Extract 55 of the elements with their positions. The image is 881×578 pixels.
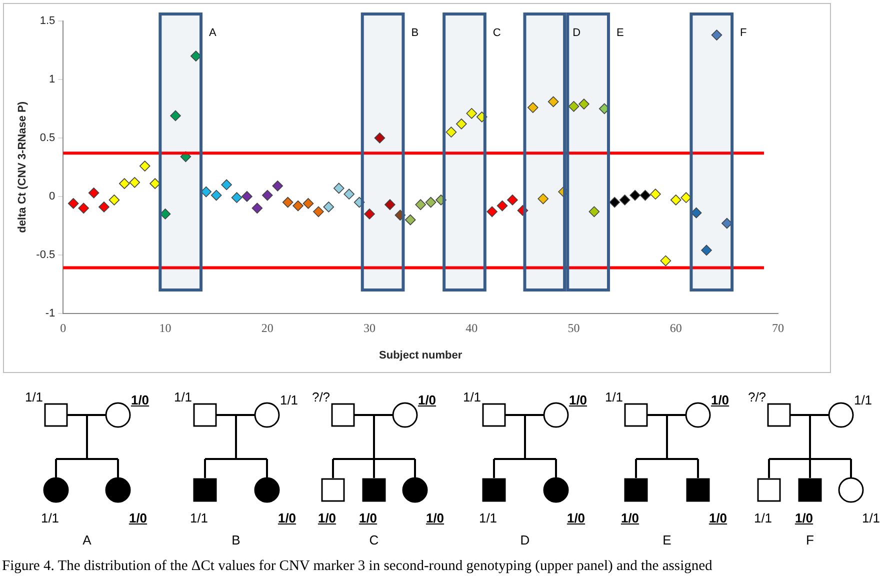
band-label: E — [616, 27, 624, 40]
text: 1/1 — [40, 510, 60, 526]
text: 1/1 — [754, 510, 772, 526]
text: 1/0 — [426, 510, 444, 526]
text: 1/0 — [418, 392, 436, 408]
text: ?/? — [748, 390, 766, 404]
band-label: A — [209, 27, 218, 40]
band-label: B — [411, 27, 419, 40]
caption: Figure 4. The distribution of the ΔCt values for CNV marker 3 in second-round genotyping (upper panel) and the assigned — [2, 558, 712, 575]
x-axis-title: Subject number — [379, 349, 463, 362]
y-tick-label: 1.5 — [40, 15, 56, 28]
y-axis-title: delta Ct (CNV 3-RNase P) — [16, 101, 29, 233]
text: F — [806, 532, 814, 548]
text: 1/0 — [794, 510, 814, 526]
text: 1/0 — [358, 510, 378, 526]
y-tick-label: -1 — [45, 307, 56, 320]
text: 1/1 — [190, 510, 208, 526]
text: 1/0 — [566, 510, 586, 526]
x-tick-label: 50 — [568, 320, 580, 335]
x-tick-label: 10 — [159, 320, 172, 335]
text: 1/0 — [318, 510, 336, 526]
text: 1/1 — [462, 390, 482, 404]
text: 1/0 — [708, 510, 728, 526]
text: 1/1 — [280, 392, 298, 408]
text: 1/1 — [604, 390, 624, 404]
text: 1/1 — [862, 510, 880, 526]
text: 1/0 — [128, 510, 148, 526]
x-tick-label: 40 — [466, 320, 478, 335]
text: 1/1 — [478, 510, 498, 526]
text: 1/1 — [854, 392, 872, 408]
text: 1/0 — [710, 392, 730, 408]
x-tick-label: 30 — [364, 320, 376, 335]
text: D — [520, 532, 530, 548]
text: 1/0 — [130, 392, 150, 408]
band-label: C — [492, 27, 501, 40]
text: 1/0 — [620, 510, 640, 526]
y-tick-label: 0.5 — [40, 132, 56, 144]
text: 1/0 — [278, 510, 296, 526]
text: C — [369, 532, 379, 548]
x-tick-label: 70 — [772, 320, 784, 335]
text: 1/0 — [568, 392, 588, 408]
text: A — [82, 532, 92, 548]
y-tick-label: -0.5 — [36, 248, 56, 261]
band-label: D — [572, 27, 581, 40]
y-tick-label: 0 — [49, 190, 56, 202]
x-tick-label: 20 — [261, 320, 274, 335]
text: B — [232, 532, 240, 548]
text: E — [662, 532, 672, 548]
band-label: F — [740, 27, 748, 40]
x-tick-label: 60 — [670, 320, 682, 335]
text: 1/1 — [174, 390, 192, 404]
text: 1/1 — [24, 390, 44, 404]
y-tick-label: 1 — [49, 74, 56, 86]
x-tick-label: 0 — [60, 320, 66, 335]
text: ?/? — [312, 390, 330, 404]
